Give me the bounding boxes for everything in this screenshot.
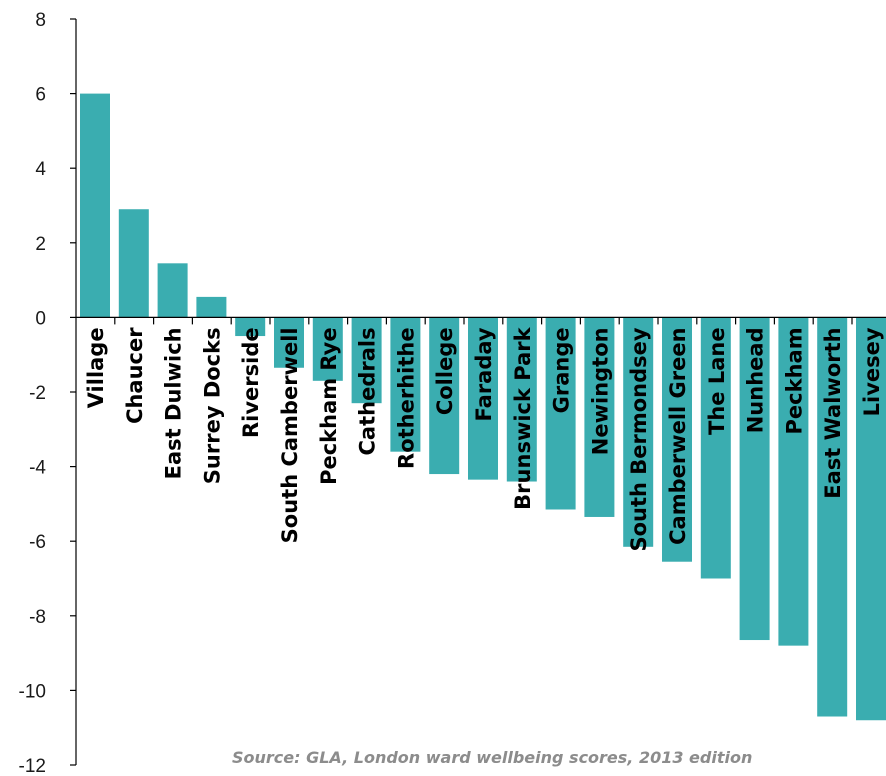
bar: [739, 317, 770, 641]
category-label: Grange: [550, 327, 574, 413]
y-tick-label: -4: [29, 458, 46, 479]
bar: [817, 317, 848, 717]
bar: [235, 317, 266, 337]
category-label: Nunhead: [744, 327, 768, 433]
y-tick-label: -8: [29, 607, 46, 628]
bar: [390, 317, 421, 452]
category-label: Riverside: [239, 327, 263, 438]
y-tick-label: 0: [35, 308, 46, 329]
category-label: Surrey Docks: [200, 327, 224, 484]
bar: [80, 93, 110, 318]
category-label: Village: [84, 327, 108, 408]
y-tick-label: 2: [35, 234, 46, 255]
category-labels: Village Chaucer East Dulwich Surrey Docks Ri…: [84, 326, 884, 551]
category-label: East Walworth: [821, 327, 845, 498]
bar: [662, 317, 692, 562]
y-tick-label: -2: [29, 383, 46, 404]
category-label: South Bermondsey: [627, 327, 651, 551]
bars: [80, 93, 886, 721]
bar: [429, 317, 460, 475]
y-axis-ticks: 8 6 4 2 0 -2 -4 -6 -8 -10 -12: [19, 10, 76, 776]
y-tick-label: 6: [35, 85, 46, 106]
bar: [274, 317, 304, 368]
bar: [312, 317, 343, 381]
bar: [468, 317, 498, 480]
y-tick-label: -12: [19, 756, 46, 776]
category-label: Faraday: [472, 327, 496, 421]
bar: [584, 317, 615, 517]
category-label: Cathedrals: [356, 327, 380, 455]
bar: [700, 317, 731, 579]
category-label: The Lane: [705, 327, 729, 435]
y-tick-label: -10: [19, 681, 46, 702]
category-label: East Dulwich: [162, 327, 186, 479]
category-label: Camberwell Green: [666, 327, 690, 544]
bar: [351, 317, 382, 404]
y-tick-label: 8: [35, 10, 46, 31]
category-label: Peckham: [782, 327, 806, 434]
bar: [623, 317, 654, 547]
y-tick-label: 4: [35, 159, 46, 180]
x-axis-ticks: [114, 317, 853, 325]
category-label: Livesey: [860, 327, 884, 416]
category-label: Rotherhithe: [394, 327, 418, 469]
y-tick-label: -6: [29, 532, 46, 553]
bar: [118, 209, 149, 318]
bar: [545, 317, 576, 510]
bar: [506, 317, 537, 482]
bar: [196, 296, 227, 318]
category-label: Brunswick Park: [511, 326, 535, 509]
category-label: College: [433, 327, 457, 415]
category-label: Peckham Rye: [317, 327, 341, 485]
bar: [157, 263, 188, 318]
category-label: Newington: [588, 327, 612, 455]
category-label: South Camberwell: [278, 327, 302, 543]
bar: [778, 317, 809, 646]
source-annotation: Source: GLA, London ward wellbeing score…: [232, 748, 752, 767]
bar: [856, 317, 886, 721]
category-label: Chaucer: [123, 327, 147, 424]
